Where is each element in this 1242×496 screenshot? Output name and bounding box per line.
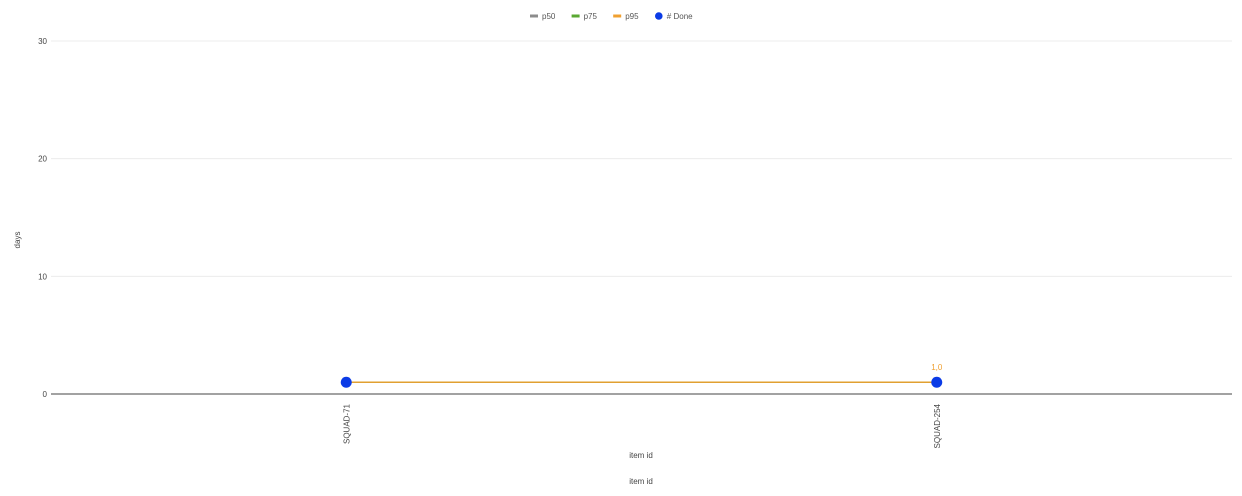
x-axis-ticks: SQUAD-71 SQUAD-254 (342, 403, 942, 448)
legend-item: p75 (571, 12, 598, 21)
legend-label: p95 (625, 12, 639, 21)
y-axis-ticks: 0 10 20 30 (38, 37, 47, 399)
legend-item: p50 (530, 12, 556, 21)
series-points (340, 376, 943, 388)
legend-swatch (530, 14, 538, 18)
y-tick-label: 20 (38, 155, 47, 164)
legend-label: p50 (542, 12, 556, 21)
y-tick-label: 30 (38, 37, 47, 46)
x-axis-label: item id (629, 451, 653, 460)
legend-item: # Done (655, 12, 693, 21)
gridlines (51, 40, 1232, 277)
x-tick-label: SQUAD-254 (933, 403, 942, 448)
legend-label: p75 (584, 12, 598, 21)
legend-marker (655, 12, 663, 20)
data-labels: 1,0 (931, 363, 943, 372)
legend-swatch (613, 14, 622, 18)
legend: p50 p75 p95 # Done (530, 12, 693, 21)
data-label: 1,0 (931, 363, 943, 372)
data-point (340, 376, 352, 388)
y-tick-label: 10 (38, 272, 47, 281)
legend-item: p95 (613, 12, 639, 21)
legend-swatch (571, 14, 580, 18)
legend-label: # Done (667, 12, 693, 21)
x-tick-label: SQUAD-71 (342, 403, 351, 444)
x-axis-label-secondary: item id (629, 477, 653, 486)
data-point (931, 376, 943, 388)
y-tick-label: 0 (43, 390, 48, 399)
y-axis-label: days (13, 232, 22, 249)
